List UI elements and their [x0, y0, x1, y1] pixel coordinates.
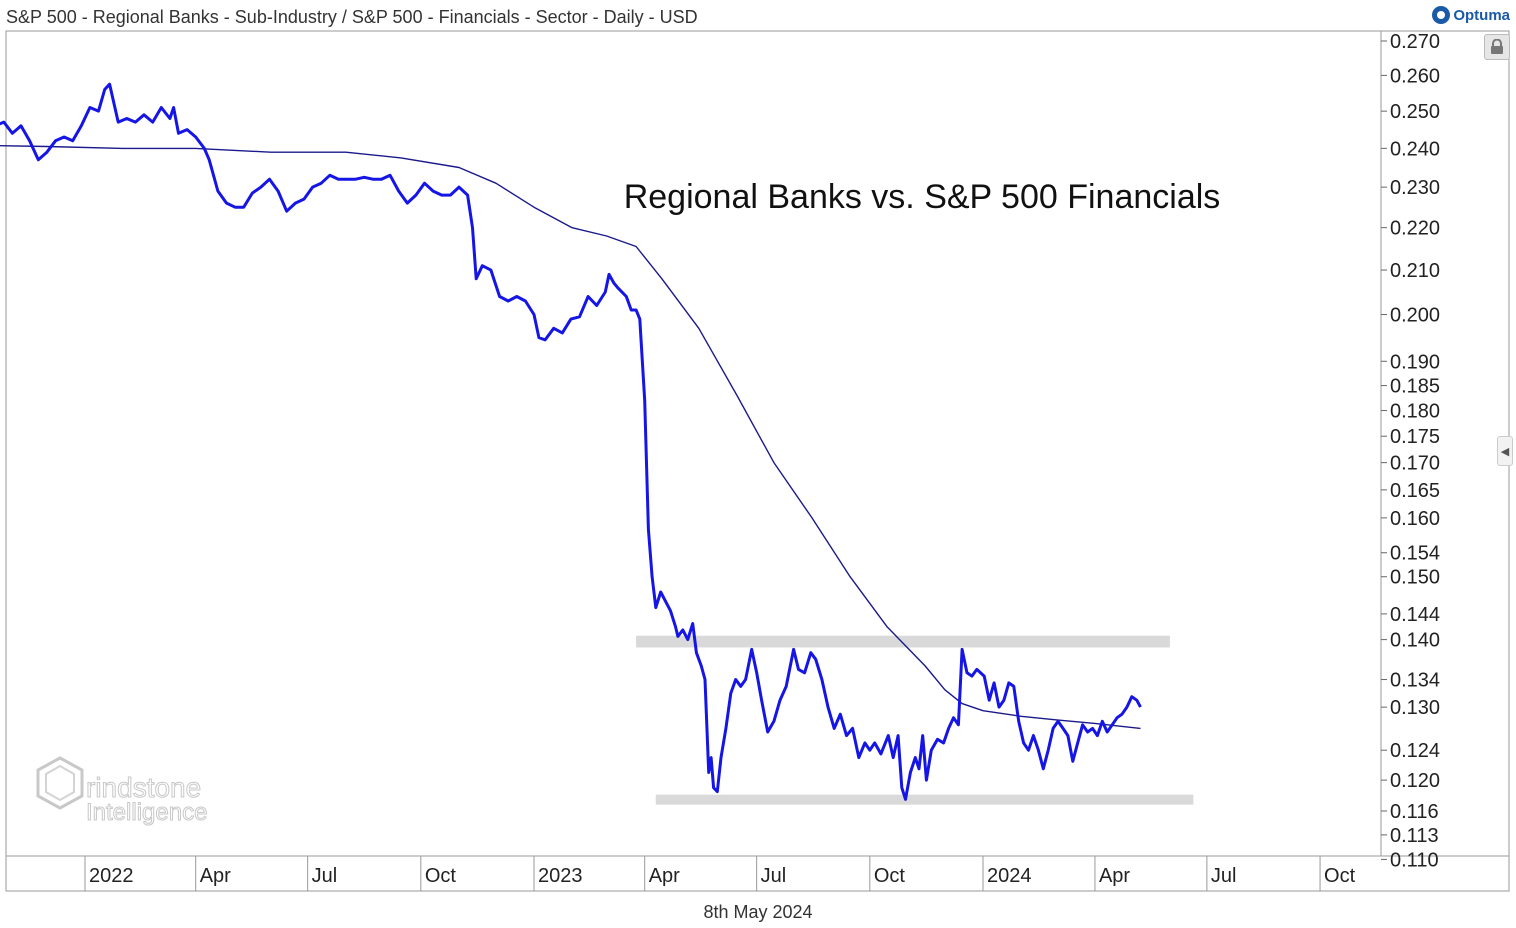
ratio-line: [0, 82, 1142, 801]
y-tick-label: 0.175: [1390, 426, 1440, 448]
x-tick-label: Apr: [200, 865, 231, 887]
x-tick-label: Apr: [649, 865, 680, 887]
optuma-logo-icon: [1432, 6, 1451, 24]
lock-icon: [1491, 39, 1503, 54]
x-tick-label: 2024: [987, 865, 1032, 887]
x-tick-label: Oct: [1324, 865, 1356, 887]
chevron-left-icon: ◀: [1500, 445, 1510, 458]
y-tick-label: 0.240: [1390, 138, 1440, 160]
y-tick-label: 0.210: [1390, 260, 1440, 282]
x-tick-label: 2023: [538, 865, 583, 887]
brand-name: Optuma: [1453, 6, 1510, 24]
y-tick-label: 0.134: [1390, 670, 1440, 692]
y-tick-label: 0.180: [1390, 401, 1440, 423]
y-tick-label: 0.165: [1390, 480, 1440, 502]
y-tick-label: 0.220: [1390, 218, 1440, 240]
y-tick-label: 0.185: [1390, 376, 1440, 398]
y-tick-label: 0.144: [1390, 604, 1440, 626]
x-tick-label: 2022: [89, 865, 134, 887]
expand-panel-button[interactable]: ◀: [1497, 436, 1513, 466]
y-tick-label: 0.250: [1390, 101, 1440, 123]
grindstone-hexagon-logo: rindstone Intelligence: [36, 756, 208, 827]
chart-frame: [5, 30, 1510, 892]
y-tick-label: 0.120: [1390, 770, 1440, 792]
y-tick-label: 0.140: [1390, 630, 1440, 652]
chart-header-title: S&P 500 - Regional Banks - Sub-Industry …: [6, 7, 698, 27]
watermark-line1: rindstone: [86, 772, 201, 803]
x-tick-label: Oct: [425, 865, 457, 887]
x-tick-label: Jul: [761, 865, 787, 887]
chart-annotation-title: Regional Banks vs. S&P 500 Financials: [624, 178, 1221, 216]
y-tick-label: 0.200: [1390, 305, 1440, 327]
y-tick-label: 0.150: [1390, 567, 1440, 589]
y-tick-label: 0.170: [1390, 453, 1440, 475]
y-tick-label: 0.154: [1390, 543, 1440, 565]
y-tick-label: 0.130: [1390, 697, 1440, 719]
y-tick-label: 0.260: [1390, 65, 1440, 87]
current-date: 8th May 2024: [703, 902, 813, 922]
watermark-line2: Intelligence: [86, 799, 207, 826]
y-tick-label: 0.116: [1390, 801, 1439, 823]
y-tick-label: 0.124: [1390, 740, 1440, 762]
lock-button[interactable]: [1484, 34, 1510, 60]
resistance-zone: [636, 635, 1170, 648]
support-zone: [655, 794, 1194, 805]
brand: Optuma: [1432, 6, 1510, 24]
y-tick-label: 0.230: [1390, 177, 1440, 199]
y-tick-label: 0.110: [1390, 849, 1439, 871]
y-tick-label: 0.160: [1390, 508, 1440, 530]
x-tick-label: Apr: [1099, 865, 1130, 887]
y-tick-label: 0.113: [1390, 825, 1439, 847]
y-tick-label: 0.190: [1390, 351, 1440, 373]
x-tick-label: Jul: [312, 865, 338, 887]
moving-average-line: [0, 145, 1141, 730]
x-tick-label: Jul: [1211, 865, 1237, 887]
x-tick-label: Oct: [874, 865, 906, 887]
y-tick-label: 0.270: [1390, 31, 1440, 53]
